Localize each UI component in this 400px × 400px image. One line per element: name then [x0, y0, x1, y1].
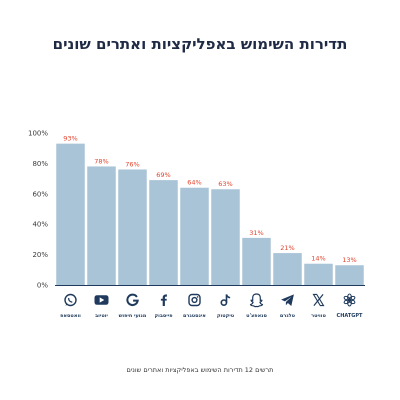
category-labels-group: וואטסאפ יוטיוב מנועי חיפוש פייסבוק אינסטגרם ט… [60, 313, 363, 319]
category-label: טלגרם [280, 313, 296, 319]
data-label: 78% [94, 157, 108, 165]
category-label: סנאפצ'ט [246, 313, 267, 319]
y-tick-label: 20% [32, 251, 48, 259]
category-label: טיקטוק [217, 313, 235, 319]
instagram-icon [188, 293, 201, 307]
chart-title: תדירות השימוש באפליקציות ואתרים שונים [53, 35, 348, 53]
google-icon [126, 293, 139, 307]
bar [87, 166, 116, 285]
y-tick-label: 60% [32, 190, 48, 198]
category-label: CHATGPT [337, 313, 364, 319]
youtube-icon [94, 295, 109, 305]
chart-caption: תרשים 12 תדירות השימוש באפליקציות ואתרים… [127, 366, 274, 374]
category-label: מנועי חיפוש [119, 313, 147, 319]
data-label: 31% [249, 229, 263, 237]
y-tick-label: 0% [37, 282, 48, 290]
data-label: 64% [187, 179, 201, 187]
data-label: 76% [125, 160, 139, 168]
data-label: 93% [63, 135, 77, 143]
bar [56, 143, 85, 285]
bars-group [56, 143, 364, 285]
data-label: 21% [280, 244, 294, 252]
bar [273, 253, 302, 285]
whatsapp-icon [64, 293, 77, 307]
bar [242, 237, 271, 285]
category-label: יוטיוב [95, 313, 108, 319]
data-labels-group: 93% 78% 76% 69% 64% 63% 31% 21% 14% 13% [63, 135, 356, 265]
y-tick-label: 40% [32, 221, 48, 229]
snapchat-icon [249, 293, 264, 308]
category-label: פייסבוק [154, 313, 173, 319]
category-label: טוויטר [311, 313, 326, 319]
bar [118, 169, 147, 285]
bar [180, 187, 209, 285]
chatgpt-icon [343, 293, 356, 307]
data-label: 63% [218, 180, 232, 188]
bar [149, 180, 178, 285]
data-label: 69% [156, 171, 170, 179]
y-axis: 0% 20% 40% 60% 80% 100% [28, 130, 48, 290]
bar [335, 265, 364, 285]
tiktok-icon [220, 294, 231, 306]
y-tick-label: 80% [32, 160, 48, 168]
y-tick-label: 100% [28, 130, 48, 138]
category-label: אינסטגרם [183, 313, 206, 319]
category-label: וואטסאפ [60, 313, 81, 319]
icons-group [64, 293, 356, 308]
data-label: 13% [342, 256, 356, 264]
bar [211, 189, 240, 285]
x-icon [312, 293, 325, 307]
bar [304, 263, 333, 285]
telegram-icon [281, 294, 294, 306]
facebook-icon [160, 294, 167, 306]
data-label: 14% [311, 255, 325, 263]
